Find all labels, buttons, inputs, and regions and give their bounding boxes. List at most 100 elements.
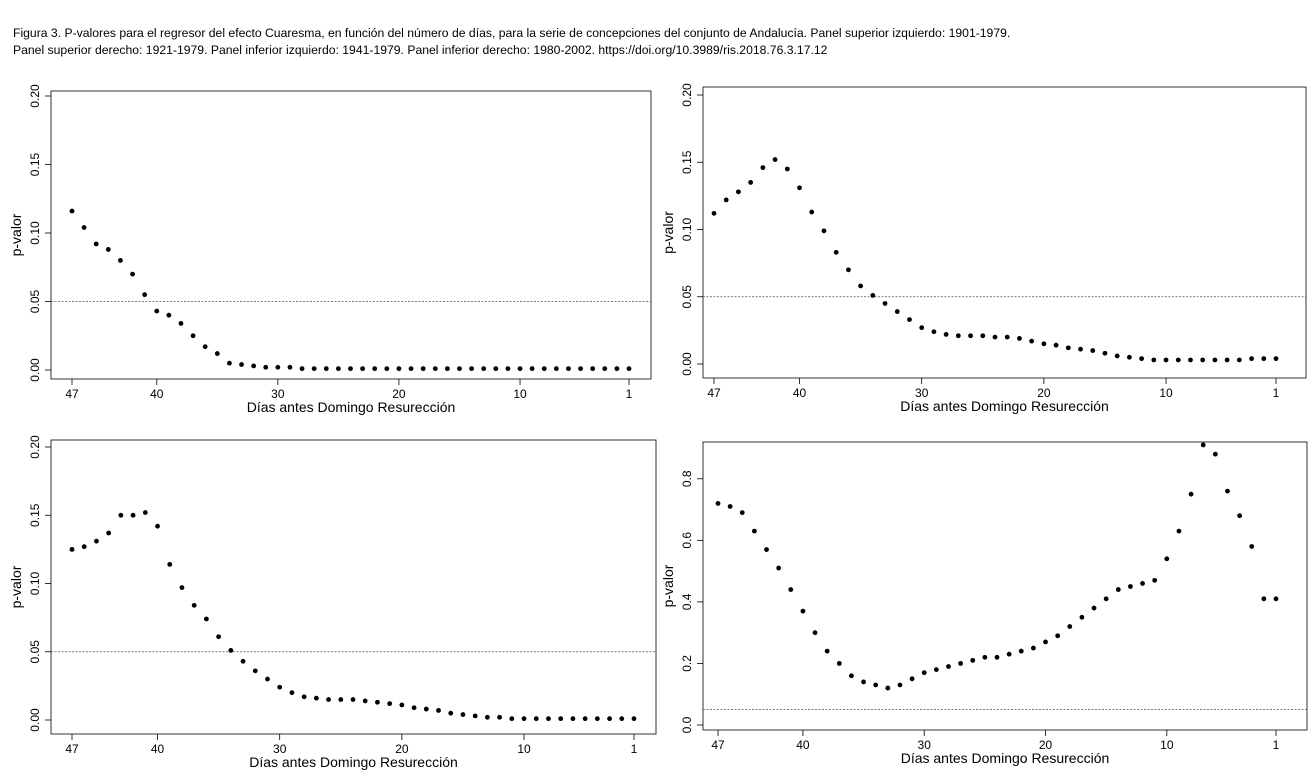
data-point: [1188, 491, 1194, 497]
data-point: [614, 366, 620, 372]
data-point: [251, 363, 257, 369]
data-point: [541, 366, 547, 372]
y-axis-label: p-valor: [8, 565, 24, 608]
data-point: [1188, 357, 1193, 363]
data-point: [1152, 577, 1158, 583]
data-point: [142, 292, 148, 298]
data-point: [350, 697, 356, 702]
data-point: [93, 241, 99, 247]
data-point: [263, 364, 269, 370]
y-tick-label: 0.6: [680, 532, 694, 549]
data-point: [130, 512, 136, 518]
data-point: [1128, 584, 1133, 589]
data-point: [423, 706, 429, 712]
data-point: [166, 312, 172, 318]
x-axis-label: Días antes Domingo Resurección: [249, 754, 458, 770]
data-point: [1078, 346, 1083, 352]
data-point: [943, 332, 949, 337]
data-point: [919, 325, 925, 331]
data-point: [130, 271, 135, 277]
data-point: [594, 716, 600, 722]
data-point: [457, 366, 462, 372]
data-point: [338, 697, 344, 702]
data-point: [1273, 596, 1279, 602]
data-point: [1126, 354, 1132, 360]
data-point: [1065, 345, 1071, 351]
data-point: [202, 344, 208, 350]
y-tick-label: 0.20: [28, 84, 42, 108]
data-point: [1176, 528, 1182, 534]
caption-line-1: Figura 3. P-valores para el regresor del…: [13, 26, 1011, 40]
data-point: [1140, 581, 1145, 586]
data-point: [821, 228, 827, 234]
data-point: [69, 208, 75, 214]
data-point: [994, 654, 1000, 660]
data-point: [1090, 348, 1096, 353]
caption-line-2: Panel superior derecho: 1921-1979. Panel…: [13, 42, 828, 57]
data-point: [1018, 648, 1024, 654]
data-point: [81, 544, 87, 550]
data-point: [992, 334, 998, 340]
data-point: [265, 676, 270, 682]
data-point: [772, 157, 778, 162]
data-point: [1212, 451, 1218, 457]
data-point: [323, 366, 329, 372]
data-point: [1139, 356, 1145, 362]
data-point: [751, 528, 757, 534]
data-point: [118, 258, 123, 263]
data-point: [106, 530, 112, 536]
x-tick-label: 20: [1037, 386, 1051, 400]
data-point: [958, 661, 964, 666]
y-tick-label: 0.4: [680, 593, 694, 610]
x-tick-label: 40: [151, 742, 165, 756]
y-tick-label: 0.2: [680, 655, 694, 672]
data-point: [301, 694, 307, 700]
y-tick-label: 0.00: [28, 708, 42, 732]
data-point: [845, 267, 851, 273]
data-point: [809, 209, 815, 215]
data-point: [411, 705, 417, 711]
data-point: [788, 587, 794, 592]
data-point: [142, 510, 148, 515]
data-point: [933, 667, 939, 672]
data-point: [955, 333, 961, 339]
data-point: [277, 684, 283, 690]
data-point: [907, 317, 912, 323]
data-point: [436, 708, 441, 713]
plot-frame: [50, 90, 652, 380]
y-tick-label: 0.15: [28, 152, 42, 176]
y-tick-label: 0.15: [28, 503, 42, 527]
data-point: [558, 716, 564, 722]
data-point: [228, 647, 234, 653]
x-tick-label: 47: [65, 387, 79, 401]
data-point: [1249, 356, 1254, 362]
y-tick-label: 0.05: [680, 285, 694, 309]
data-point: [812, 630, 818, 636]
data-point: [982, 654, 988, 660]
data-point: [275, 364, 281, 370]
data-point: [776, 565, 782, 571]
x-tick-label: 47: [711, 738, 725, 752]
y-tick-label: 0.05: [28, 289, 42, 313]
data-point: [240, 658, 246, 664]
data-point: [607, 716, 612, 722]
data-point: [760, 165, 766, 171]
data-point: [362, 698, 368, 704]
data-point: [360, 366, 366, 372]
x-tick-label: 40: [793, 386, 807, 400]
data-point: [179, 585, 185, 590]
data-point: [885, 685, 891, 691]
data-point: [420, 366, 426, 372]
data-point: [191, 602, 197, 608]
y-tick-label: 0.00: [680, 352, 694, 376]
data-point: [1164, 556, 1170, 562]
data-point: [444, 366, 450, 372]
plot-frame: [50, 439, 657, 735]
data-point: [1006, 651, 1012, 657]
data-point: [432, 366, 438, 372]
data-point: [980, 333, 986, 339]
x-tick-label: 20: [1039, 738, 1053, 752]
data-point: [1249, 544, 1255, 549]
data-point: [1151, 357, 1157, 363]
data-point: [167, 561, 173, 567]
